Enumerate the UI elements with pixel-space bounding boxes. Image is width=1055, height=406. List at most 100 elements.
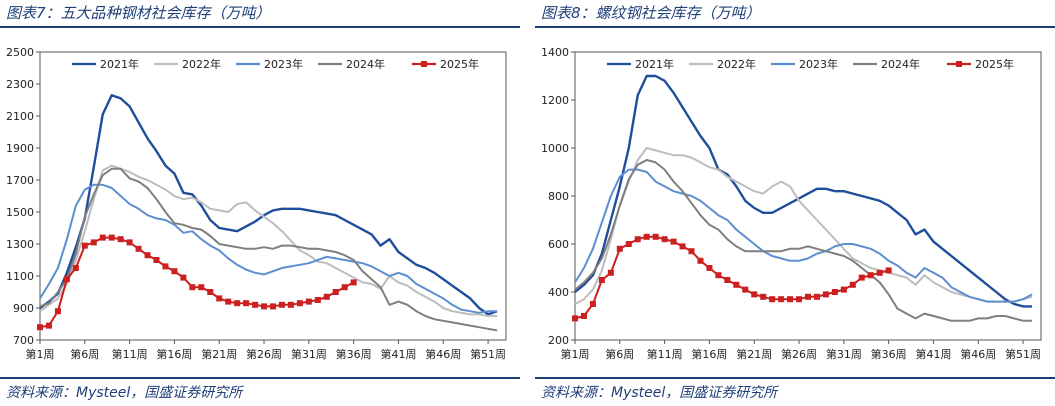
y-tick-label: 1400: [541, 46, 569, 59]
y-tick-label: 1200: [541, 94, 569, 107]
source-divider: [0, 377, 520, 379]
legend-label: 2021年: [100, 57, 139, 71]
series-point-2025年: [876, 269, 883, 276]
series-point-2025年: [117, 236, 124, 243]
series-point-2025年: [840, 286, 847, 293]
x-tick-label: 第36周: [336, 347, 372, 361]
series-point-2025年: [216, 295, 223, 302]
legend-label: 2021年: [635, 57, 674, 71]
x-tick-label: 第46周: [425, 347, 461, 361]
y-tick-label: 900: [13, 302, 34, 315]
series-point-2025年: [822, 291, 829, 298]
y-tick-label: 800: [548, 190, 569, 203]
y-tick-label: 2300: [6, 78, 34, 91]
x-tick-label: 第26周: [246, 347, 282, 361]
series-point-2025年: [760, 293, 767, 300]
series-point-2025年: [72, 265, 79, 271]
series-point-2025年: [572, 315, 578, 322]
series-point-2025年: [724, 277, 731, 283]
series-point-2025年: [162, 263, 169, 270]
series-point-2025年: [341, 284, 348, 291]
series-point-2025年: [769, 296, 776, 303]
x-tick-label: 第36周: [871, 347, 907, 361]
series-line-2024年: [39, 167, 498, 332]
y-tick-label: 700: [13, 334, 34, 347]
x-tick-label: 第6周: [70, 347, 99, 361]
title-divider: [535, 26, 1055, 28]
series-point-2025年: [153, 257, 160, 263]
series-point-2025年: [189, 284, 196, 291]
y-tick-label: 200: [548, 334, 569, 347]
series-point-2025年: [81, 242, 88, 249]
series-point-2025年: [652, 233, 659, 240]
series-point-2025年: [625, 241, 632, 247]
y-tick-label: 400: [548, 286, 569, 299]
series-point-2025年: [688, 248, 695, 255]
legend-marker: [421, 61, 427, 67]
legend-label: 2022年: [182, 57, 221, 71]
x-tick-label: 第21周: [736, 347, 772, 361]
x-tick-label: 第16周: [691, 347, 727, 361]
series-point-2025年: [787, 296, 794, 303]
series-point-2025年: [225, 298, 232, 305]
series-point-2025年: [751, 291, 758, 298]
x-tick-label: 第21周: [201, 347, 237, 361]
y-tick-label: 2500: [6, 46, 34, 59]
series-point-2025年: [171, 268, 178, 275]
x-tick-label: 第16周: [156, 347, 192, 361]
series-point-2025年: [670, 238, 677, 245]
legend-label: 2025年: [975, 57, 1014, 71]
series-point-2025年: [45, 322, 52, 329]
series-point-2025年: [679, 243, 686, 250]
series-point-2025年: [243, 300, 250, 307]
series-point-2025年: [589, 301, 596, 307]
x-tick-label: 第46周: [960, 347, 996, 361]
x-tick-label: 第1周: [26, 347, 55, 361]
legend-marker: [956, 61, 962, 67]
legend-label: 2023年: [264, 57, 303, 71]
series-point-2025年: [198, 284, 205, 291]
chart-title: 图表8：螺纹钢社会库存（万吨）: [541, 4, 761, 22]
series-line-2021年: [39, 93, 498, 316]
x-tick-label: 第41周: [915, 347, 951, 361]
series-line-2023年: [39, 183, 498, 314]
chart-title: 图表7：五大品种钢材社会库存（万吨）: [6, 4, 271, 22]
x-tick-label: 第41周: [380, 347, 416, 361]
series-point-2025年: [323, 293, 330, 300]
series-point-2025年: [278, 301, 285, 308]
y-tick-label: 1500: [6, 206, 34, 219]
series-point-2025年: [813, 293, 820, 300]
series-point-2025年: [778, 296, 785, 303]
series-point-2025年: [108, 234, 115, 241]
series-point-2025年: [580, 313, 587, 319]
series-point-2025年: [296, 300, 303, 307]
x-tick-label: 第51周: [1005, 347, 1041, 361]
series-point-2025年: [885, 267, 892, 274]
chart-panel-right: 图表8：螺纹钢社会库存（万吨） 200 400 600 800 1000 1200 1400…: [535, 0, 1055, 406]
series-point-2025年: [37, 324, 43, 331]
series-line-2025年: [39, 236, 355, 329]
legend-label: 2023年: [799, 57, 838, 71]
series-point-2025年: [697, 257, 704, 264]
series-line-2022年: [574, 147, 1033, 305]
x-tick-label: 第1周: [561, 347, 590, 361]
plot-frame: [39, 51, 507, 341]
y-tick-label: 2100: [6, 110, 34, 123]
line-chart-five-steel-inventory: 700 900 1100 1300 1500 1700 1900 2100 2300 2500 第1…: [6, 46, 507, 361]
series-point-2025年: [706, 265, 713, 271]
series-point-2025年: [261, 303, 268, 310]
series-point-2025年: [858, 274, 865, 281]
y-tick-label: 1300: [6, 238, 34, 251]
series-point-2025年: [661, 236, 668, 243]
series-point-2025年: [207, 289, 214, 295]
series-point-2025年: [54, 308, 61, 315]
legend-label: 2022年: [717, 57, 756, 71]
series-point-2025年: [796, 296, 803, 303]
series-point-2025年: [742, 286, 749, 293]
y-tick-label: 1000: [541, 142, 569, 155]
series-point-2025年: [63, 276, 70, 283]
y-tick-label: 1100: [6, 270, 34, 283]
series-point-2025年: [616, 245, 623, 252]
series-point-2025年: [805, 293, 811, 300]
series-point-2025年: [849, 281, 856, 288]
